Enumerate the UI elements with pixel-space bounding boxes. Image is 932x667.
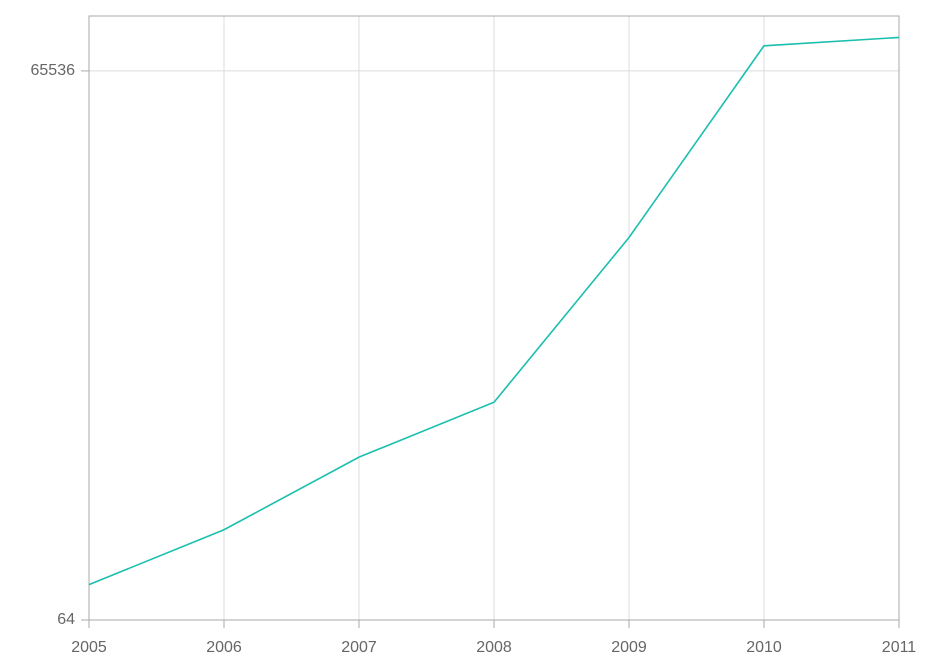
x-tick-label: 2010 xyxy=(746,639,782,656)
x-tick-label: 2009 xyxy=(611,639,647,656)
x-tick-label: 2008 xyxy=(476,639,512,656)
y-tick-label: 65536 xyxy=(31,62,76,79)
line xyxy=(88,36,900,586)
plot-border xyxy=(88,15,900,621)
x-tick-label: 2005 xyxy=(71,639,107,656)
y-tick-label: 64 xyxy=(57,611,75,628)
x-tick-label: 2006 xyxy=(206,639,242,656)
x-tick-label: 2011 xyxy=(882,639,917,656)
x-tick-label: 2007 xyxy=(341,639,377,656)
